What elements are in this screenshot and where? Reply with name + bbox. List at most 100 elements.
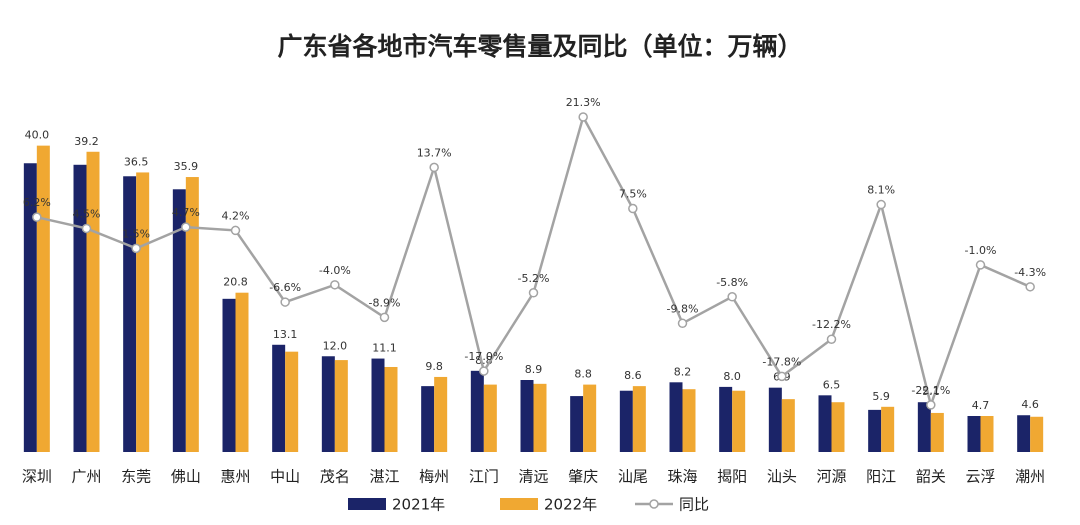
bar — [831, 402, 845, 452]
bar — [272, 344, 286, 452]
data-label: 6.2% — [23, 196, 51, 209]
bar — [619, 390, 633, 452]
x-tick-label: 清远 — [518, 468, 548, 486]
x-tick-label: 韶关 — [916, 468, 946, 486]
x-tick-label: 珠海 — [667, 468, 697, 486]
bar — [682, 389, 696, 452]
x-tick-label: 茂名 — [320, 468, 350, 486]
data-label: 4.2% — [222, 209, 250, 222]
line-point — [578, 112, 588, 122]
line-point — [330, 280, 340, 290]
data-label: 8.8 — [574, 368, 592, 381]
bar — [421, 386, 435, 452]
bar — [917, 402, 931, 452]
line-point — [131, 243, 141, 254]
data-label: 8.2 — [674, 365, 692, 378]
x-tick-label: 东莞 — [121, 468, 151, 486]
bar — [967, 416, 981, 452]
bar — [321, 356, 335, 452]
data-label: -1.0% — [965, 244, 997, 257]
data-label: 8.1% — [867, 184, 895, 197]
line-point — [429, 162, 439, 173]
legend-label: 2021年 — [392, 496, 445, 514]
bar — [483, 384, 497, 452]
data-label: 5.9 — [872, 390, 890, 403]
data-label: -17.8% — [762, 355, 801, 368]
line-point — [81, 223, 92, 234]
bar — [781, 399, 795, 452]
x-tick-label: 湛江 — [369, 468, 399, 486]
data-label: 1.5% — [122, 227, 150, 240]
bar — [434, 376, 448, 452]
data-label: 6.5 — [823, 378, 841, 391]
data-label: 21.3% — [566, 96, 601, 109]
bar — [719, 386, 733, 452]
line-point — [528, 288, 539, 298]
bar — [881, 406, 895, 452]
x-tick-label: 佛山 — [171, 468, 201, 486]
data-label: -4.0% — [319, 264, 351, 277]
legend-swatch — [649, 499, 659, 509]
bar — [520, 380, 534, 452]
bar — [980, 416, 994, 452]
x-tick-label: 阳江 — [866, 468, 896, 486]
data-label: 4.7 — [972, 399, 990, 412]
data-label: 8.9 — [525, 363, 543, 376]
bar — [185, 177, 199, 452]
line-point — [628, 203, 638, 214]
bar — [1030, 416, 1044, 452]
bar — [470, 370, 484, 452]
data-label: -5.8% — [716, 276, 748, 289]
line-point — [230, 225, 241, 236]
bar — [235, 292, 249, 452]
bar — [732, 390, 746, 452]
bar — [73, 164, 87, 452]
data-label: -12.2% — [812, 318, 851, 331]
data-label: 40.0 — [25, 129, 50, 142]
line-point — [876, 199, 886, 210]
line-point — [777, 371, 787, 382]
data-label: 9.8 — [425, 360, 443, 373]
data-label: 8.6 — [624, 369, 642, 382]
x-tick-label: 江门 — [469, 468, 499, 486]
bar — [583, 384, 597, 452]
data-label: 39.2 — [74, 135, 99, 148]
bar — [768, 387, 782, 452]
x-tick-label: 广州 — [71, 468, 101, 486]
bar — [123, 176, 137, 453]
data-label: -22.1% — [911, 384, 950, 397]
x-tick-label: 惠州 — [220, 468, 250, 486]
data-label: 7.5% — [619, 188, 647, 201]
bar — [868, 409, 882, 452]
x-tick-label: 河源 — [816, 468, 846, 486]
legend-label: 同比 — [679, 496, 709, 514]
bar — [533, 383, 547, 452]
data-label: 20.8 — [223, 276, 248, 289]
bar — [285, 351, 299, 452]
bar — [632, 386, 646, 452]
data-label: 13.1 — [273, 328, 298, 341]
x-tick-label: 梅州 — [419, 468, 449, 486]
x-tick-label: 肇庆 — [568, 468, 598, 486]
data-label: 8.0 — [723, 370, 741, 383]
x-tick-label: 揭阳 — [717, 468, 747, 486]
data-label: -8.9% — [369, 296, 401, 309]
line-point — [975, 260, 986, 270]
bar — [172, 189, 186, 452]
bar — [669, 382, 683, 452]
x-tick-label: 汕尾 — [618, 468, 648, 486]
bar — [86, 151, 100, 452]
data-label: -5.2% — [518, 272, 550, 285]
data-label: -6.6% — [269, 281, 301, 294]
bar — [136, 172, 150, 452]
line-point — [181, 222, 191, 232]
data-label: 4.7% — [172, 206, 200, 219]
line-point — [32, 212, 42, 222]
bar — [36, 145, 50, 453]
line-point — [280, 297, 290, 307]
x-tick-label: 潮州 — [1015, 468, 1045, 486]
line-point — [1025, 282, 1035, 292]
bar — [1017, 415, 1031, 452]
data-label: 13.7% — [417, 146, 452, 159]
